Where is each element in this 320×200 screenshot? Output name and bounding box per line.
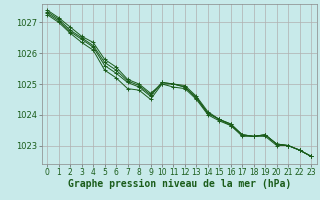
X-axis label: Graphe pression niveau de la mer (hPa): Graphe pression niveau de la mer (hPa) xyxy=(68,179,291,189)
